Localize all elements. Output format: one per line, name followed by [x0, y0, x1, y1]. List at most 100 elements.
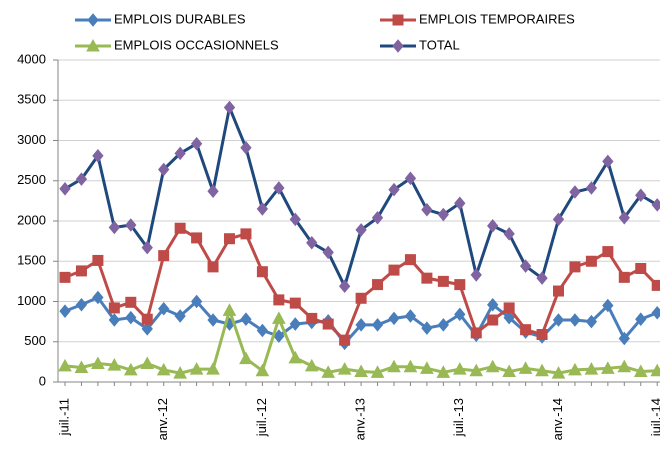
data-point: [651, 198, 660, 212]
data-point: [437, 275, 449, 287]
data-point: [174, 222, 186, 234]
data-point: [388, 264, 400, 276]
legend-marker: [86, 38, 100, 52]
data-point: [223, 100, 236, 115]
data-point: [338, 279, 351, 293]
data-point: [58, 358, 72, 372]
data-point: [75, 265, 87, 277]
data-point: [421, 272, 433, 284]
data-point: [190, 294, 203, 309]
y-tick-label: 3500: [17, 92, 46, 107]
data-point: [436, 365, 451, 378]
data-point: [487, 314, 499, 326]
data-point: [174, 309, 186, 323]
data-point: [601, 361, 615, 374]
data-point: [123, 362, 138, 376]
data-point: [306, 235, 318, 250]
data-point: [618, 210, 630, 225]
data-point: [452, 362, 467, 375]
data-point: [125, 310, 137, 325]
data-point: [602, 246, 614, 258]
x-tick-label: juil.-11: [56, 398, 71, 436]
data-point: [404, 309, 417, 323]
data-point: [437, 207, 450, 222]
data-point: [372, 279, 384, 291]
x-tick-label: juil.-14: [649, 398, 660, 437]
data-point: [322, 318, 334, 330]
data-point: [92, 254, 104, 266]
legend-label: EMPLOIS OCCASIONNELS: [114, 37, 279, 52]
data-point: [536, 271, 548, 285]
data-point: [273, 329, 285, 343]
data-point: [387, 359, 401, 373]
data-point: [141, 322, 153, 336]
data-point: [74, 360, 89, 374]
legend-label: EMPLOIS DURABLES: [114, 11, 246, 26]
data-point: [256, 266, 268, 278]
data-point: [174, 146, 186, 161]
data-point: [584, 362, 599, 375]
data-point: [158, 162, 170, 177]
data-point: [288, 350, 303, 364]
data-point: [487, 219, 499, 233]
data-point: [125, 296, 137, 308]
x-tick-label: anv.-12: [155, 398, 170, 440]
data-point: [206, 362, 220, 375]
data-point: [651, 279, 660, 291]
data-point: [470, 268, 482, 282]
data-point: [503, 310, 515, 325]
y-tick-label: 0: [39, 373, 46, 388]
data-point: [125, 218, 137, 232]
y-tick-label: 500: [24, 333, 46, 348]
y-tick-label: 4000: [17, 51, 46, 66]
data-point: [552, 313, 565, 327]
data-point: [553, 285, 564, 297]
data-point: [190, 136, 203, 151]
x-tick-label: juil.-12: [254, 398, 269, 437]
data-point: [189, 362, 204, 375]
data-point: [240, 228, 252, 240]
data-point: [585, 181, 598, 195]
data-point: [568, 362, 582, 376]
x-tick-label: anv.-13: [353, 398, 368, 440]
data-point: [256, 323, 269, 338]
y-tick-label: 1500: [17, 253, 46, 268]
data-point: [321, 365, 336, 378]
data-point: [602, 154, 614, 169]
data-point: [256, 202, 269, 216]
data-point: [272, 311, 286, 324]
data-point: [518, 361, 533, 374]
data-point: [273, 181, 285, 195]
data-point: [141, 313, 153, 325]
legend-label: EMPLOIS TEMPORAIRES: [419, 11, 575, 26]
data-point: [635, 312, 647, 326]
data-point: [536, 329, 548, 341]
data-point: [59, 271, 71, 283]
data-point: [191, 232, 203, 244]
data-point: [289, 212, 301, 227]
y-tick-label: 2500: [17, 172, 46, 187]
legend-marker: [392, 39, 404, 53]
data-point: [454, 196, 466, 211]
series-line: [64, 105, 658, 288]
data-point: [617, 359, 632, 373]
data-point: [454, 307, 466, 322]
data-point: [503, 227, 515, 241]
data-point: [322, 245, 334, 260]
x-tick-label: juil.-13: [451, 398, 466, 437]
data-point: [207, 184, 219, 198]
data-point: [273, 294, 285, 306]
data-point: [503, 302, 515, 314]
data-point: [635, 188, 647, 203]
data-point: [520, 324, 532, 336]
data-point: [469, 363, 484, 377]
data-point: [354, 364, 368, 378]
y-tick-label: 2000: [17, 212, 46, 227]
data-point: [108, 313, 121, 327]
data-point: [551, 366, 566, 379]
data-point: [421, 202, 433, 217]
data-point: [421, 321, 433, 335]
data-point: [552, 212, 565, 227]
data-point: [141, 240, 153, 255]
data-point: [240, 312, 252, 326]
